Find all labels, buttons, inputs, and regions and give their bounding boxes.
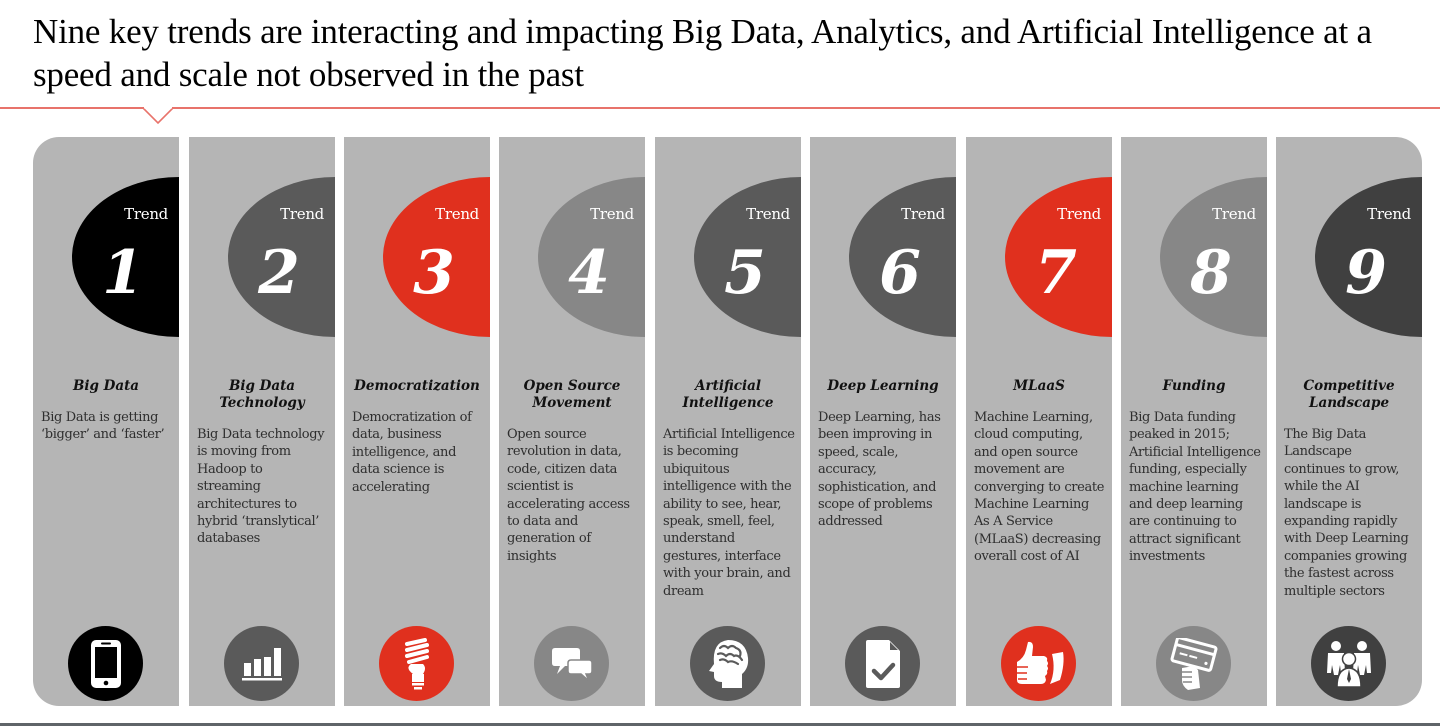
trend-heading: Big Data Technology: [219, 378, 305, 411]
trend-column-2: Trend 2 Big Data Technology Big Data tec…: [189, 137, 335, 706]
trend-heading: Artificial Intelligence: [682, 378, 774, 411]
lightbulb-icon: [379, 626, 454, 701]
trend-label: Trend: [901, 205, 945, 223]
trend-label: Trend: [1367, 205, 1411, 223]
smartphone-icon: [68, 626, 143, 701]
trend-label: Trend: [280, 205, 324, 223]
trend-number: 2: [258, 238, 300, 308]
trend-label: Trend: [1057, 205, 1101, 223]
credit-card-hand-icon: [1156, 626, 1231, 701]
trend-description: Democratization of data, business intell…: [352, 410, 472, 495]
brain-head-icon: [690, 626, 765, 701]
trend-description: Artificial Intelligence is becoming ubiq…: [663, 427, 795, 599]
trend-number: 6: [879, 238, 921, 308]
trend-description: Deep Learning, has been improving in spe…: [818, 410, 941, 530]
trend-column-6: Trend 6 Deep Learning Deep Learning, has…: [810, 137, 956, 706]
trend-number: 7: [1035, 238, 1077, 308]
trend-heading: Deep Learning: [827, 378, 939, 394]
trend-number: 4: [568, 238, 610, 308]
trend-column-5: Trend 5 Artificial Intelligence Artifici…: [655, 137, 801, 706]
trend-heading: Big Data: [72, 378, 140, 394]
trend-heading: Funding: [1162, 378, 1226, 394]
trend-column-3: Trend 3 Democratization Democratization …: [344, 137, 490, 706]
title-divider: [0, 107, 1440, 109]
trend-column-1: Trend 1 Big Data Big Data is getting ‘bi…: [33, 137, 179, 706]
document-check-icon: [845, 626, 920, 701]
thumbs-up-icon: [1001, 626, 1076, 701]
trend-description: Open source revolution in data, code, ci…: [507, 427, 630, 564]
team-people-icon: [1311, 626, 1386, 701]
trend-number: 5: [724, 238, 766, 308]
trend-number: 9: [1345, 238, 1387, 308]
trend-label: Trend: [746, 205, 790, 223]
page-title: Nine key trends are interacting and impa…: [33, 12, 1372, 94]
trend-heading: Democratization: [354, 378, 480, 394]
trend-number: 3: [413, 238, 455, 308]
trend-description: Machine Learning, cloud computing, and o…: [974, 410, 1105, 565]
trend-column-9: Trend 9 Competitive Landscape The Big Da…: [1276, 137, 1422, 706]
trend-column-7: Trend 7 MLaaS Machine Learning, cloud co…: [966, 137, 1112, 706]
trend-column-4: Trend 4 Open Source Movement Open source…: [499, 137, 645, 706]
trend-label: Trend: [124, 205, 168, 223]
trend-heading: MLaaS: [1013, 378, 1065, 394]
trend-description: Big Data technology is moving from Hadoo…: [197, 427, 325, 547]
trend-number: 1: [102, 238, 144, 308]
trend-label: Trend: [1212, 205, 1256, 223]
trend-number: 8: [1190, 238, 1232, 308]
trend-column-8: Trend 8 Funding Big Data funding peaked …: [1121, 137, 1267, 706]
trend-label: Trend: [590, 205, 634, 223]
bottom-edge: [0, 723, 1440, 726]
chat-bubbles-icon: [534, 626, 609, 701]
trend-description: Big Data funding peaked in 2015; Artific…: [1129, 410, 1261, 565]
bar-chart-icon: [224, 626, 299, 701]
trend-heading: Open Source Movement: [523, 378, 621, 411]
trend-heading: Competitive Landscape: [1303, 378, 1395, 411]
trend-description: The Big Data Landscape continues to grow…: [1284, 427, 1409, 599]
trend-description: Big Data is getting ‘bigger’ and ‘faster…: [41, 410, 165, 443]
trend-label: Trend: [435, 205, 479, 223]
